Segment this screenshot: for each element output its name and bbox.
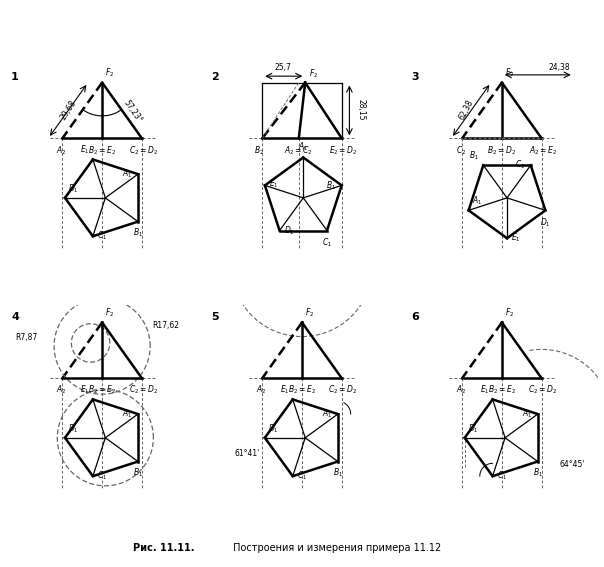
Text: $B_2=E_2$: $B_2=E_2$ bbox=[88, 384, 116, 396]
Text: $E_1$: $E_1$ bbox=[80, 144, 89, 156]
Text: 2: 2 bbox=[211, 73, 219, 82]
Text: $A_1$: $A_1$ bbox=[322, 408, 333, 420]
Text: $E_1$: $E_1$ bbox=[512, 232, 521, 244]
Text: $A_2$: $A_2$ bbox=[455, 384, 466, 396]
Text: $C_1$: $C_1$ bbox=[497, 470, 507, 483]
Text: $D_1$: $D_1$ bbox=[468, 422, 478, 434]
Text: $B_1$: $B_1$ bbox=[333, 467, 343, 479]
Text: $C_1$: $C_1$ bbox=[97, 470, 108, 483]
Text: $B_2=E_2$: $B_2=E_2$ bbox=[288, 384, 316, 396]
Text: $C_2=D_2$: $C_2=D_2$ bbox=[129, 384, 158, 396]
Text: $D_1$: $D_1$ bbox=[284, 225, 295, 237]
Text: 28,15: 28,15 bbox=[356, 99, 365, 121]
Text: $C_2$: $C_2$ bbox=[456, 144, 466, 156]
Text: $E_1$: $E_1$ bbox=[480, 384, 489, 396]
Text: 64°45': 64°45' bbox=[559, 460, 585, 469]
Text: $F_2$: $F_2$ bbox=[309, 67, 318, 80]
Text: $A_1$: $A_1$ bbox=[522, 408, 533, 420]
Text: $E_1$: $E_1$ bbox=[280, 384, 289, 396]
Text: $F_2$: $F_2$ bbox=[105, 67, 115, 79]
Text: 6: 6 bbox=[411, 312, 419, 322]
Text: $B_2$: $B_2$ bbox=[254, 144, 264, 156]
Text: $A_2$: $A_2$ bbox=[255, 384, 266, 396]
Text: 3: 3 bbox=[411, 73, 419, 82]
Text: $F_2$: $F_2$ bbox=[305, 307, 315, 319]
Text: 25,7: 25,7 bbox=[275, 64, 292, 73]
Text: $C_1$: $C_1$ bbox=[515, 159, 525, 171]
Text: Рис. 11.11.: Рис. 11.11. bbox=[133, 543, 194, 553]
Text: $E_1$: $E_1$ bbox=[80, 384, 89, 396]
Text: $C_2=D_2$: $C_2=D_2$ bbox=[528, 384, 557, 396]
Text: $A_1$: $A_1$ bbox=[123, 168, 133, 180]
Text: $D_1$: $D_1$ bbox=[68, 422, 79, 434]
Text: $A_2=E_2$: $A_2=E_2$ bbox=[528, 144, 557, 156]
Text: 4: 4 bbox=[11, 312, 19, 322]
Text: $C_1$: $C_1$ bbox=[322, 236, 332, 249]
Text: $B_1$: $B_1$ bbox=[469, 150, 479, 162]
Text: 5: 5 bbox=[211, 312, 219, 322]
Text: R7,87: R7,87 bbox=[16, 333, 38, 342]
Text: $B_2=E_2$: $B_2=E_2$ bbox=[488, 384, 516, 396]
Text: $A_2$: $A_2$ bbox=[56, 384, 66, 396]
Text: 24,38: 24,38 bbox=[548, 64, 570, 73]
Text: $E_2=D_2$: $E_2=D_2$ bbox=[329, 144, 358, 156]
Text: $B_2=D_2$: $B_2=D_2$ bbox=[487, 144, 516, 156]
Text: $B_2=E_2$: $B_2=E_2$ bbox=[88, 144, 116, 156]
Text: 61°41': 61°41' bbox=[235, 448, 260, 458]
Text: $C_1$: $C_1$ bbox=[297, 470, 307, 483]
Text: $A_2=C_2$: $A_2=C_2$ bbox=[284, 144, 313, 156]
Text: $C_1$: $C_1$ bbox=[97, 230, 108, 243]
Text: R17,62: R17,62 bbox=[152, 320, 179, 329]
Text: $D_1$: $D_1$ bbox=[268, 422, 279, 434]
Text: $C_2=D_2$: $C_2=D_2$ bbox=[129, 144, 158, 156]
Text: $A_1$: $A_1$ bbox=[472, 194, 483, 207]
Text: $A_1$: $A_1$ bbox=[123, 408, 133, 420]
Text: $C_2=D_2$: $C_2=D_2$ bbox=[329, 384, 358, 396]
Text: 1: 1 bbox=[11, 73, 19, 82]
Text: $A_2$: $A_2$ bbox=[56, 144, 66, 156]
Text: $F_2$: $F_2$ bbox=[505, 307, 515, 319]
Text: $B_1$: $B_1$ bbox=[133, 467, 143, 479]
Text: Построения и измерения примера 11.12: Построения и измерения примера 11.12 bbox=[230, 543, 441, 553]
Text: $D_1$: $D_1$ bbox=[68, 182, 79, 194]
Text: $A_1$: $A_1$ bbox=[298, 141, 309, 153]
Text: $B_1$: $B_1$ bbox=[133, 227, 143, 239]
Text: $E_1$: $E_1$ bbox=[269, 178, 279, 191]
Text: 62,38: 62,38 bbox=[458, 99, 475, 122]
Text: 29,68: 29,68 bbox=[59, 99, 79, 121]
Text: $F_2$: $F_2$ bbox=[505, 67, 515, 79]
Text: $B_1$: $B_1$ bbox=[326, 179, 336, 192]
Text: $F_2$: $F_2$ bbox=[105, 307, 115, 319]
Text: $D_1$: $D_1$ bbox=[540, 216, 551, 229]
Text: $B_1$: $B_1$ bbox=[533, 467, 543, 479]
Text: 57,23°: 57,23° bbox=[122, 98, 144, 124]
